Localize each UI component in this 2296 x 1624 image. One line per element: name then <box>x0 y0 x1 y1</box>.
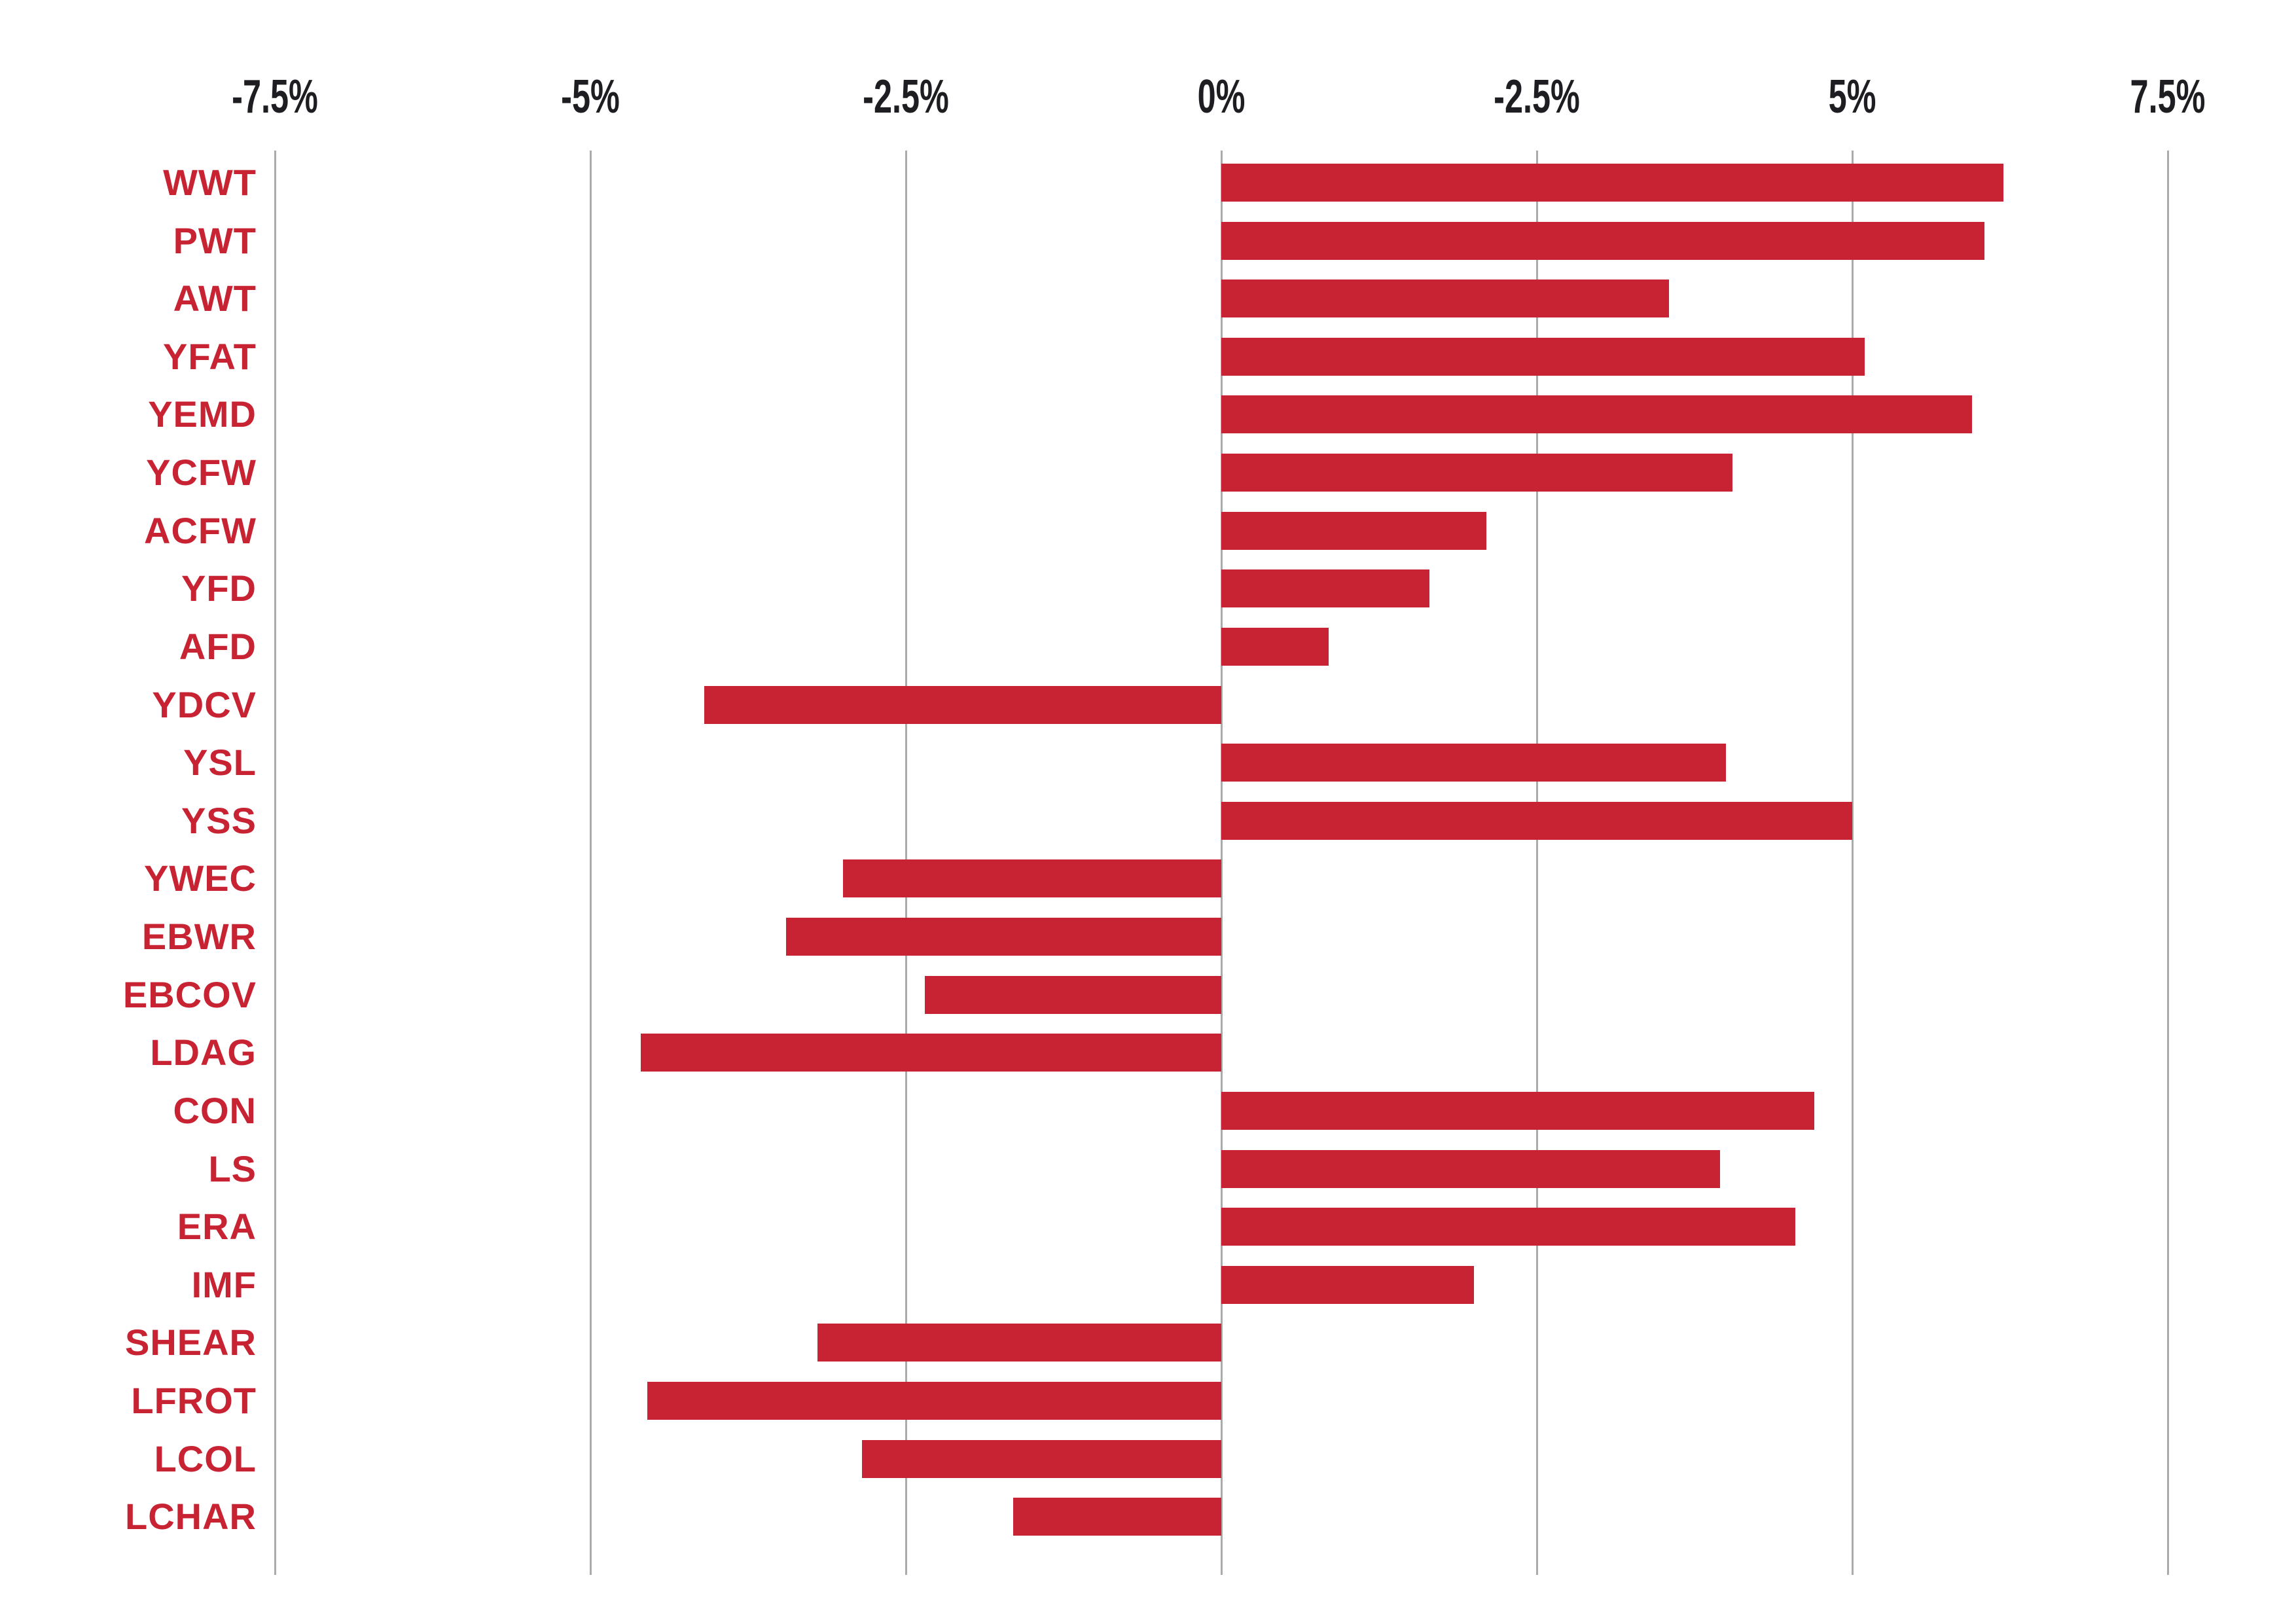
bar <box>1221 744 1727 782</box>
bar <box>1221 511 1486 550</box>
x-axis-tick-label: -5% <box>561 71 620 123</box>
category-label: CON <box>173 1089 257 1131</box>
bar <box>647 1382 1221 1420</box>
category-label: LFROT <box>131 1380 257 1422</box>
category-label: ERA <box>177 1206 257 1248</box>
bar <box>1013 1498 1221 1536</box>
category-label: YEMD <box>148 393 257 435</box>
x-axis-tick-label: 0% <box>1197 71 1246 123</box>
category-label: YSL <box>183 742 257 784</box>
x-axis-tick-label: -7.5% <box>232 71 318 123</box>
category-label: AWT <box>173 278 257 319</box>
x-axis-tick-label: 5% <box>1828 71 1876 123</box>
category-label: AFD <box>179 625 257 667</box>
bar <box>1221 454 1732 492</box>
bar <box>842 859 1221 898</box>
category-label: LCOL <box>154 1437 257 1479</box>
gridline <box>274 151 276 1575</box>
category-label: YSS <box>181 799 257 841</box>
x-axis-tick-label: -2.5% <box>863 71 949 123</box>
category-label: YFD <box>181 568 257 609</box>
category-label: YDCV <box>152 683 257 725</box>
bar <box>704 685 1221 724</box>
bar <box>785 918 1221 956</box>
category-label: EBCOV <box>122 973 257 1015</box>
bar <box>1221 1091 1815 1130</box>
bar <box>1221 221 1985 260</box>
category-label: LCHAR <box>125 1496 257 1538</box>
category-label: EBWR <box>141 916 257 958</box>
bar <box>641 1034 1221 1072</box>
bar <box>924 975 1221 1014</box>
bar <box>861 1439 1221 1478</box>
gridline <box>1851 151 1854 1575</box>
bar <box>1221 395 1973 434</box>
category-label: LDAG <box>150 1032 257 1074</box>
category-label: IMF <box>191 1263 257 1305</box>
x-axis-tick-label: 7.5% <box>2130 71 2206 123</box>
gridline <box>1535 151 1538 1575</box>
bar <box>1221 164 2004 202</box>
category-label: PWT <box>173 219 257 261</box>
category-label: YCFW <box>146 452 257 494</box>
category-label: YWEC <box>144 857 257 899</box>
bar <box>1221 627 1329 666</box>
bar <box>1221 1208 1796 1246</box>
category-label: LS <box>208 1147 257 1189</box>
gridline <box>2166 151 2169 1575</box>
bar <box>1221 1149 1720 1188</box>
bar <box>1221 569 1430 608</box>
bar <box>1221 337 1865 376</box>
gridline <box>1220 151 1223 1575</box>
bar <box>1221 801 1852 840</box>
category-label: YFAT <box>163 335 257 377</box>
category-label: ACFW <box>144 509 257 551</box>
category-label: WWT <box>163 162 257 203</box>
bar <box>817 1324 1221 1362</box>
x-axis-tick-label: -2.5% <box>1494 71 1580 123</box>
gridline <box>589 151 592 1575</box>
bar <box>1221 280 1670 318</box>
category-label: SHEAR <box>124 1322 257 1363</box>
bar <box>1221 1265 1474 1304</box>
